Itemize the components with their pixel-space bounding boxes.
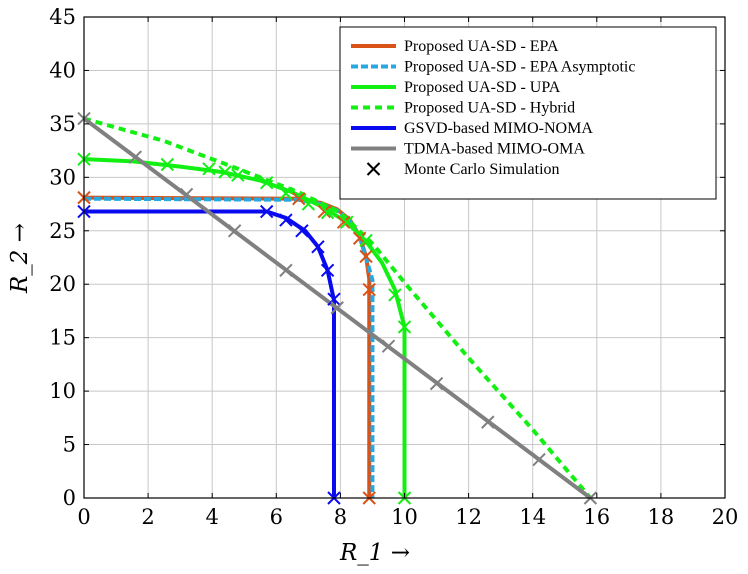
data-point-marker	[362, 282, 376, 297]
data-point-marker	[336, 215, 351, 229]
data-point-marker	[317, 204, 332, 219]
x-tick-label: 12	[455, 505, 482, 529]
y-tick-label: 15	[49, 326, 76, 350]
x-tick-label: 20	[712, 505, 739, 529]
data-point-marker	[227, 224, 242, 238]
data-point-marker	[259, 204, 274, 219]
data-point-marker	[160, 157, 175, 172]
data-point-marker	[202, 162, 216, 176]
y-tick-label: 20	[49, 272, 76, 296]
x-tick-label: 4	[206, 505, 219, 529]
x-tick-label: 2	[141, 505, 154, 529]
data-point-marker	[320, 205, 335, 220]
series-line-4	[84, 209, 336, 498]
y-axis-label: R_2 →	[7, 223, 33, 294]
y-tick-label: 5	[63, 433, 76, 457]
y-tick-label: 0	[63, 486, 76, 510]
y-tick-label: 45	[49, 5, 76, 29]
series-line-3	[83, 116, 592, 500]
x-tick-label: 0	[77, 505, 90, 529]
x-tick-label: 14	[519, 505, 546, 529]
y-tick-label: 40	[49, 58, 76, 82]
data-point-marker	[218, 165, 232, 179]
data-point-marker	[388, 288, 402, 302]
data-point-marker	[279, 263, 293, 278]
data-point-marker	[330, 301, 344, 315]
x-tick-label: 6	[270, 505, 283, 529]
data-point-marker	[340, 215, 354, 229]
data-point-marker	[259, 175, 274, 190]
x-tick-label: 10	[391, 505, 418, 529]
x-tick-label: 16	[583, 505, 610, 529]
data-point-marker	[481, 415, 495, 429]
data-point-marker	[320, 263, 335, 278]
x-tick-label: 18	[648, 505, 675, 529]
data-point-marker	[381, 339, 396, 353]
legend-swatch-marker	[366, 162, 381, 176]
data-point-marker	[327, 292, 341, 306]
x-axis-label: R_1 →	[339, 540, 410, 566]
x-tick-label: 8	[334, 505, 347, 529]
data-point-marker	[429, 376, 444, 391]
data-point-marker	[359, 233, 373, 248]
data-point-marker	[311, 240, 325, 254]
legend-box	[339, 26, 717, 200]
legend-label: Proposed UA-SD - EPA	[404, 38, 559, 55]
data-point-marker	[532, 452, 546, 467]
data-point-marker	[231, 168, 245, 182]
legend-label: Proposed UA-SD - Hybrid	[404, 100, 575, 117]
axis-ticks	[83, 16, 726, 499]
data-point-marker	[279, 213, 293, 227]
legend-label: Proposed UA-SD - UPA	[404, 79, 561, 96]
data-point-marker	[179, 187, 194, 202]
data-point-marker	[128, 150, 142, 164]
y-tick-label: 10	[49, 379, 76, 403]
legend: Proposed UA-SD - EPA Proposed UA-SD - EPA…	[339, 26, 717, 200]
data-point-marker	[292, 192, 306, 206]
legend-label: TDMA-based MIMO-OMA	[404, 141, 585, 158]
y-tick-label: 30	[49, 165, 76, 189]
data-point-marker	[279, 186, 293, 201]
legend-label: GSVD-based MIMO-NOMA	[404, 120, 593, 137]
series-line-2	[83, 157, 407, 498]
data-point-marker	[295, 224, 309, 238]
y-tick-label: 25	[49, 219, 76, 243]
data-point-marker	[359, 249, 373, 264]
y-tick-label: 35	[49, 112, 76, 136]
legend-label: Monte Carlo Simulation	[404, 161, 560, 178]
legend-label: Proposed UA-SD - EPA Asymptotic	[404, 59, 635, 76]
tick-labels: 0 2 4 6 8 10 12 14 16 18 20 0 5 10 15 20 25 30 35 40 45	[49, 5, 738, 529]
data-point-marker	[397, 320, 412, 334]
data-point-marker	[301, 197, 316, 211]
